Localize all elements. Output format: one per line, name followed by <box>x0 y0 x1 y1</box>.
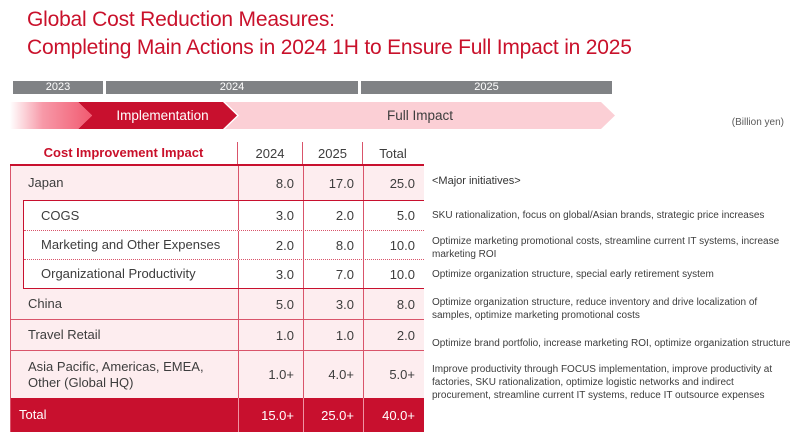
table-row-travel-retail: Travel Retail 1.0 1.0 2.0 <box>11 319 424 350</box>
table-header-title: Cost Improvement Impact <box>43 145 204 160</box>
table-header-col-2025: 2025 <box>302 142 362 164</box>
table-row-apac-americas-emea: Asia Pacific, Americas, EMEA, Other (Glo… <box>11 350 424 398</box>
phase-implementation-label: Implementation <box>116 108 209 123</box>
page-title-line1: Global Cost Reduction Measures: <box>27 8 335 31</box>
japan-subrows-box: COGS 3.0 2.0 5.0 Marketing and Other Exp… <box>23 200 424 289</box>
row-label: Marketing and Other Expenses <box>41 237 221 252</box>
initiative-travel-retail: Optimize brand portfolio, increase marke… <box>432 338 791 349</box>
row-value-total: 10.0 <box>363 231 424 259</box>
timeline-year-2024: 2024 <box>106 81 358 94</box>
row-value-total: 5.0 <box>363 201 424 230</box>
table-header-row: Cost Improvement Impact 2024 2025 Total <box>10 142 424 166</box>
initiative-organizational-productivity: Optimize organization structure, special… <box>432 269 714 280</box>
row-value-total: 25.0 <box>363 166 424 200</box>
row-label: Total <box>19 407 47 422</box>
row-label: China <box>28 296 62 311</box>
row-value-2024: 1.0 <box>238 320 303 350</box>
page-title: Global Cost Reduction Measures: Completi… <box>27 6 632 62</box>
row-value-2024: 8.0 <box>238 166 303 200</box>
page-title-line2: Completing Main Actions in 2024 1H to En… <box>27 36 632 59</box>
timeline-year-2025: 2025 <box>361 81 612 94</box>
row-value-2024: 3.0 <box>238 260 303 288</box>
row-value-2025: 8.0 <box>303 231 363 259</box>
row-label: Asia Pacific, Americas, EMEA, Other (Glo… <box>28 358 204 390</box>
initiative-cogs: SKU rationalization, focus on global/Asi… <box>432 210 765 221</box>
row-value-total: 8.0 <box>363 289 424 319</box>
row-value-2025: 25.0+ <box>303 398 363 432</box>
table-row-total: Total 15.0+ 25.0+ 40.0+ <box>11 398 424 432</box>
table-row-china: China 5.0 3.0 8.0 <box>11 289 424 319</box>
initiative-apac: Improve productivity through FOCUS imple… <box>432 364 773 401</box>
row-label: Organizational Productivity <box>41 266 196 281</box>
row-value-2024: 15.0+ <box>238 398 303 432</box>
table-header-col-total: Total <box>362 142 423 164</box>
row-value-2025: 2.0 <box>303 201 363 230</box>
initiative-china: Optimize organization structure, reduce … <box>432 297 758 321</box>
phase-lead-in-arrow <box>10 102 92 129</box>
phase-full-impact-arrow: Full Impact <box>225 102 615 129</box>
phase-implementation-arrow: Implementation <box>78 102 237 129</box>
table-row-organizational-productivity: Organizational Productivity 3.0 7.0 10.0 <box>24 259 424 288</box>
table-row-marketing: Marketing and Other Expenses 2.0 8.0 10.… <box>24 230 424 259</box>
table-row-cogs: COGS 3.0 2.0 5.0 <box>24 201 424 230</box>
row-value-2025: 3.0 <box>303 289 363 319</box>
major-initiatives-heading: <Major initiatives> <box>432 175 521 187</box>
table-header-col-2024: 2024 <box>237 142 302 164</box>
unit-note: (Billion yen) <box>731 117 784 128</box>
table-row-japan: Japan 8.0 17.0 25.0 <box>11 166 424 200</box>
japan-subrows-group: COGS 3.0 2.0 5.0 Marketing and Other Exp… <box>11 200 424 289</box>
row-label: Travel Retail <box>28 327 101 342</box>
row-value-2024: 2.0 <box>238 231 303 259</box>
phase-full-impact-label: Full Impact <box>386 108 454 123</box>
cost-improvement-table: Cost Improvement Impact 2024 2025 Total … <box>10 142 424 432</box>
row-label: COGS <box>41 207 80 223</box>
row-value-2025: 17.0 <box>303 166 363 200</box>
row-value-total: 2.0 <box>363 320 424 350</box>
row-value-2024: 5.0 <box>238 289 303 319</box>
row-value-2024: 1.0+ <box>238 351 303 398</box>
row-value-total: 5.0+ <box>363 351 424 398</box>
row-value-2025: 4.0+ <box>303 351 363 398</box>
row-value-2025: 7.0 <box>303 260 363 288</box>
initiative-marketing: Optimize marketing promotional costs, st… <box>432 236 780 260</box>
row-value-total: 40.0+ <box>363 398 424 432</box>
row-value-2024: 3.0 <box>238 201 303 230</box>
table-body: Japan 8.0 17.0 25.0 COGS 3.0 2.0 5.0 Mar… <box>10 166 424 432</box>
row-label: Japan <box>28 175 64 190</box>
timeline-year-2023: 2023 <box>13 81 103 94</box>
row-value-2025: 1.0 <box>303 320 363 350</box>
row-value-total: 10.0 <box>363 260 424 288</box>
